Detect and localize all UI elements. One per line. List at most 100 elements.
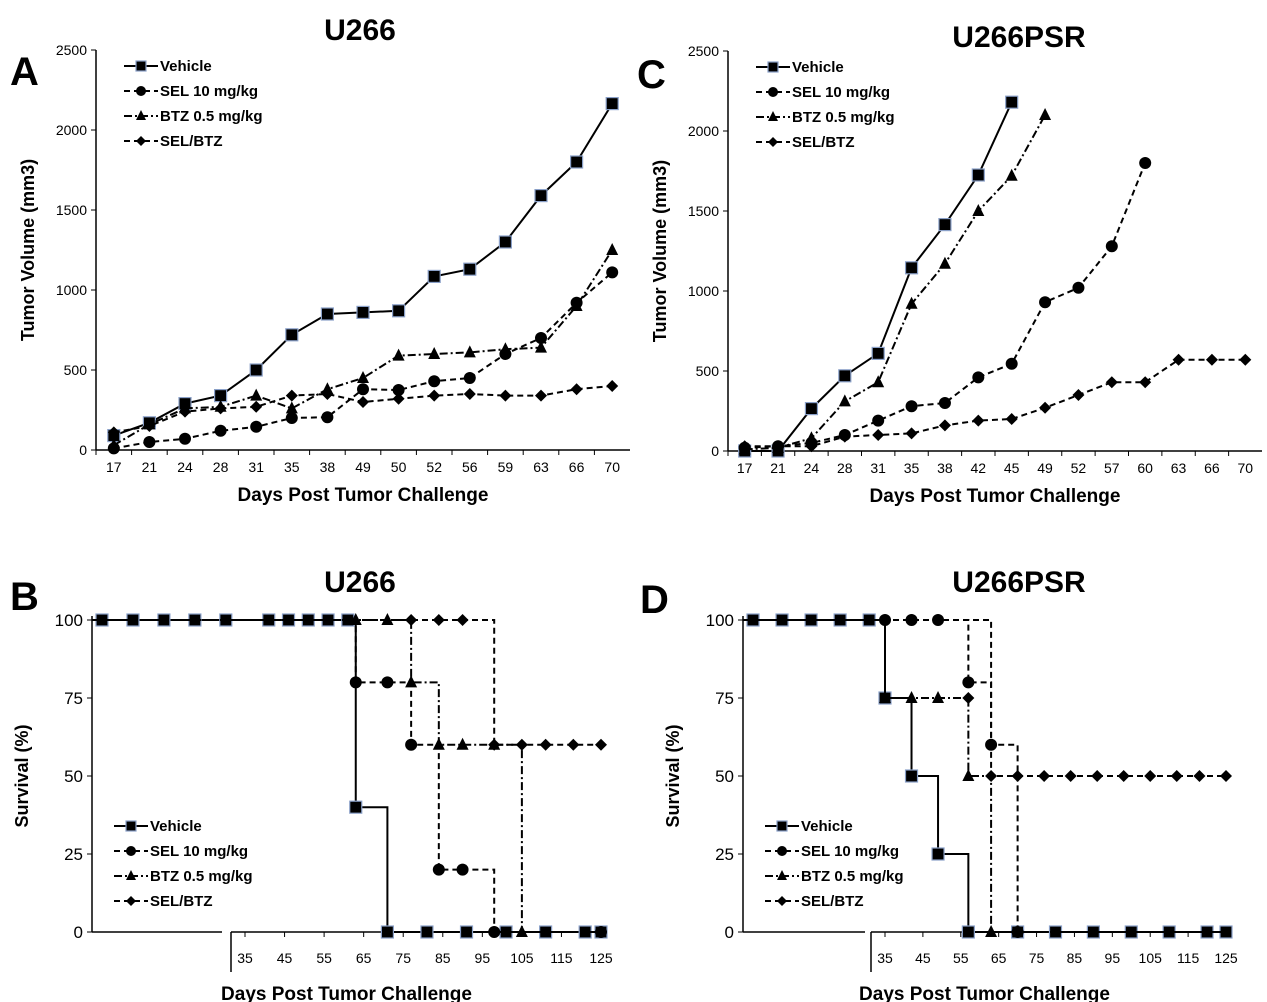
- chart-C: U266PSR 0 500 1000 1500 2000 2500 17 21 24 28 31 35 3…: [650, 21, 1262, 507]
- data-point: [838, 430, 851, 443]
- data-point: [1117, 770, 1130, 782]
- x-tick-label: 65: [991, 950, 1007, 966]
- x-tick-label: 42: [971, 460, 987, 476]
- data-point: [961, 925, 975, 939]
- data-point: [463, 262, 477, 276]
- x-tick-label: 35: [904, 460, 920, 476]
- y-tick-label: 100: [706, 611, 734, 630]
- data-point: [321, 388, 334, 400]
- chart-A: U266 0 500 1000 1500 2000 2500 17 21 24 28 31 35 38 49…: [18, 14, 630, 506]
- data-point: [1039, 296, 1052, 309]
- legend-label: SEL/BTZ: [801, 893, 864, 910]
- y-tick-label: 2000: [688, 123, 719, 139]
- data-point: [428, 347, 441, 359]
- legend-marker: [136, 136, 146, 146]
- x-tick-label: 45: [1004, 460, 1020, 476]
- x-axis-label: Days Post Tumor Challenge: [221, 984, 472, 1002]
- series-line: [744, 358, 1246, 448]
- data-point: [972, 371, 985, 384]
- data-point: [499, 342, 512, 355]
- data-point: [1172, 353, 1185, 366]
- x-tick-label: 85: [435, 950, 451, 966]
- series-line: [113, 249, 614, 447]
- data-point: [1005, 413, 1018, 425]
- x-tick-label: 85: [1067, 950, 1083, 966]
- data-point: [1072, 281, 1085, 294]
- y-tick-label: 2500: [56, 42, 87, 58]
- data-point: [143, 420, 156, 432]
- data-point: [349, 676, 362, 689]
- x-tick-label: 95: [475, 950, 491, 966]
- data-point: [488, 926, 501, 938]
- x-tick-label: 115: [1177, 950, 1200, 966]
- data-point: [931, 847, 945, 861]
- data-point: [932, 691, 945, 703]
- y-tick-label: 1000: [688, 283, 719, 299]
- legend-marker: [777, 870, 787, 880]
- data-point: [605, 96, 619, 111]
- data-point: [805, 440, 818, 453]
- data-point: [420, 925, 434, 939]
- x-tick-label: 70: [1238, 460, 1254, 476]
- data-point: [250, 388, 263, 401]
- data-point: [515, 738, 528, 751]
- y-tick-label: 75: [715, 689, 734, 708]
- x-axis-label: Days Post Tumor Challenge: [859, 984, 1110, 1002]
- data-point: [905, 427, 918, 440]
- legend-marker: [125, 820, 137, 832]
- data-point: [463, 372, 476, 384]
- data-point: [250, 400, 263, 413]
- data-point: [357, 371, 369, 383]
- data-point: [498, 235, 512, 249]
- legend-label: SEL/BTZ: [150, 893, 213, 910]
- data-point: [962, 692, 975, 704]
- survival-curve: [743, 619, 1226, 933]
- x-tick-label: 63: [1171, 460, 1187, 476]
- x-tick-label: 49: [355, 459, 371, 475]
- legend-label: SEL 10 mg/kg: [792, 84, 890, 101]
- data-point: [905, 400, 918, 413]
- data-point: [985, 925, 998, 937]
- data-point: [905, 296, 918, 309]
- data-point: [1105, 240, 1118, 253]
- data-point: [569, 155, 584, 169]
- data-point: [381, 676, 394, 689]
- x-tick-label: 55: [316, 950, 332, 966]
- data-point: [805, 431, 818, 444]
- data-point: [456, 614, 469, 626]
- x-tick-label: 45: [277, 950, 293, 966]
- x-tick-label: 70: [604, 459, 620, 475]
- data-point: [879, 691, 891, 703]
- legend-label: SEL 10 mg/kg: [150, 843, 248, 860]
- y-tick-label: 50: [715, 767, 734, 786]
- data-point: [459, 925, 474, 939]
- x-tick-label: 24: [177, 459, 193, 475]
- panel-letter-c: C: [637, 53, 666, 97]
- data-point: [499, 389, 512, 402]
- data-point: [1220, 770, 1232, 782]
- x-tick-label: 52: [1071, 460, 1087, 476]
- data-point: [606, 266, 619, 279]
- y-tick-label: 25: [64, 845, 83, 864]
- y-tick-label: 1500: [56, 202, 87, 218]
- data-point: [535, 340, 547, 353]
- data-point: [456, 863, 469, 876]
- x-tick-label: 35: [284, 459, 300, 475]
- y-tick-label: 2000: [56, 122, 87, 138]
- data-point: [1038, 770, 1051, 782]
- data-point: [938, 397, 951, 409]
- y-tick-label: 500: [64, 362, 88, 378]
- data-point: [250, 420, 263, 433]
- data-point: [380, 925, 394, 939]
- data-point: [871, 346, 885, 360]
- data-point: [428, 375, 441, 388]
- x-tick-label: 21: [142, 459, 158, 475]
- x-axis-label: Days Post Tumor Challenge: [238, 485, 489, 506]
- survival-curve: [92, 619, 601, 933]
- y-tick-label: 500: [696, 363, 720, 379]
- survival-curve: [743, 619, 1226, 777]
- legend-marker: [767, 61, 779, 73]
- x-tick-label: 60: [1137, 460, 1153, 476]
- data-point: [904, 769, 919, 783]
- data-point: [392, 384, 405, 396]
